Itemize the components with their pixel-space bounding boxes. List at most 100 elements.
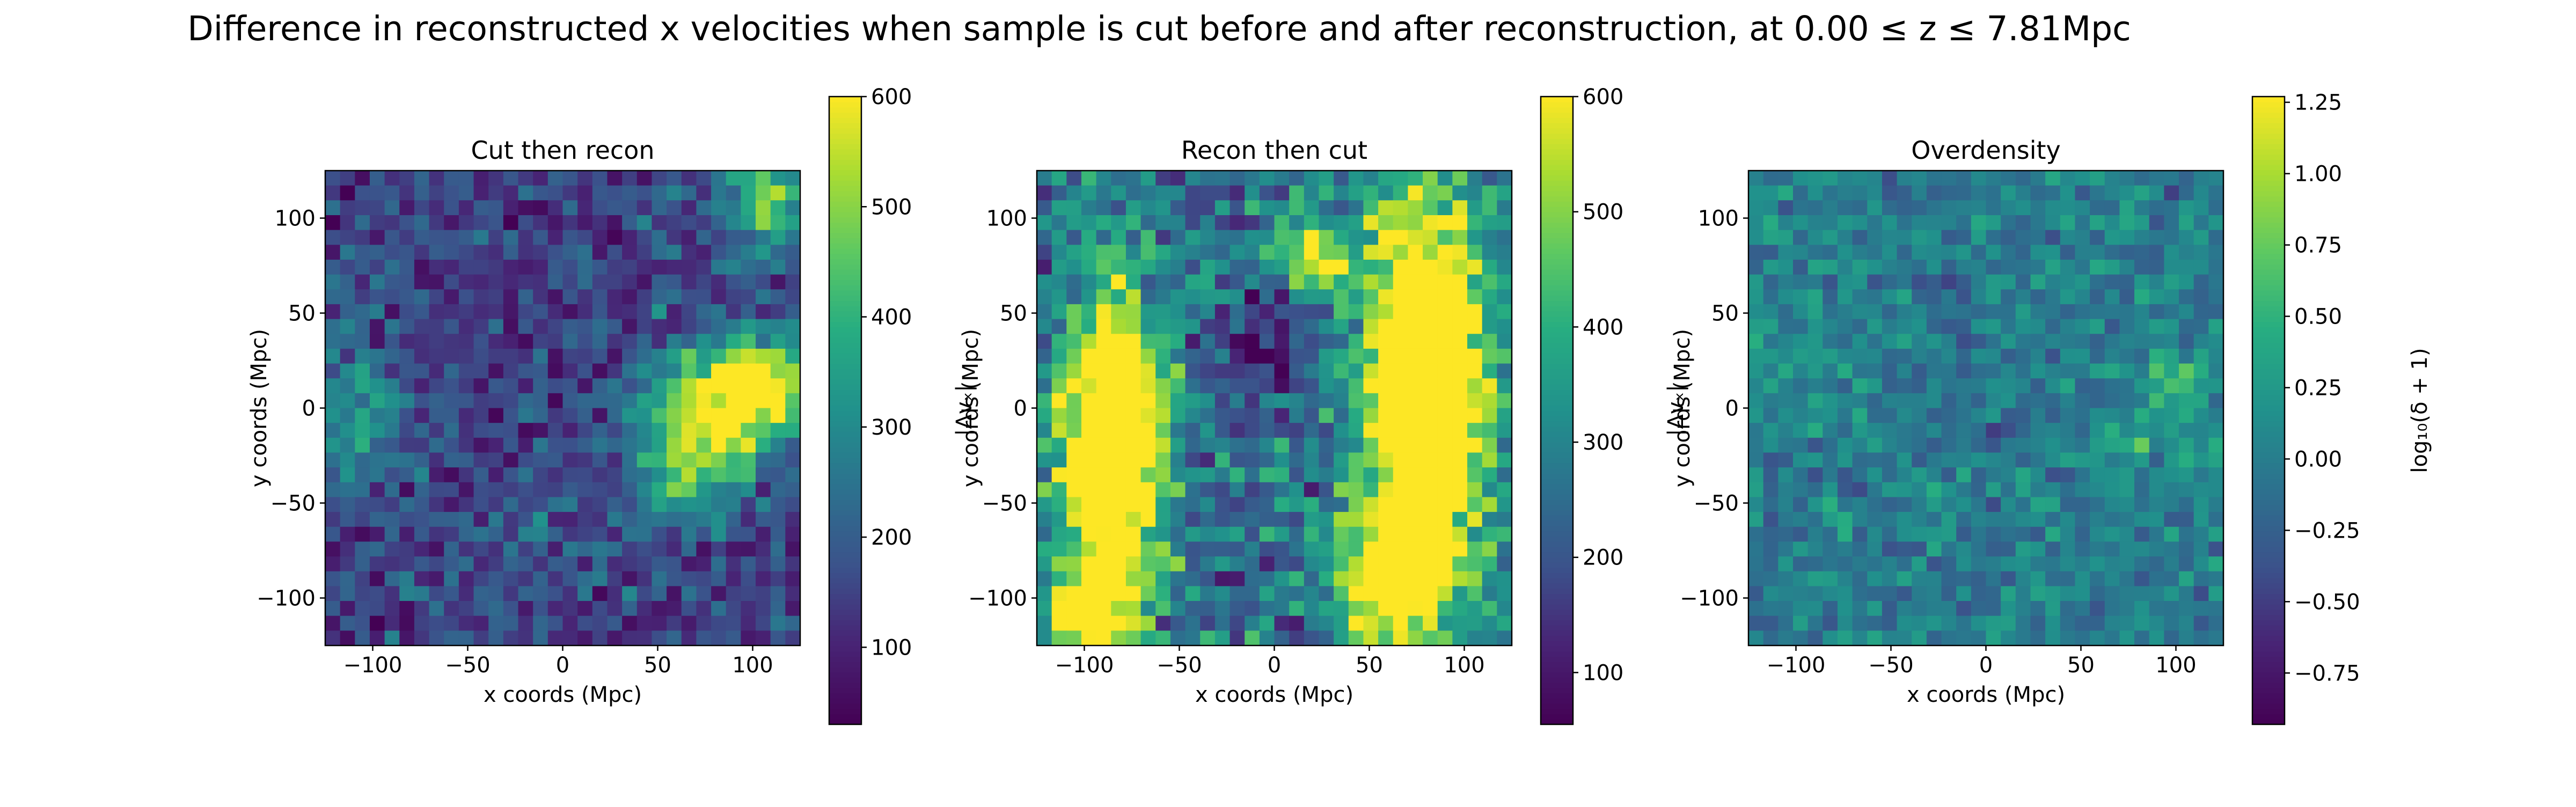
heatmap-cell bbox=[1125, 497, 1141, 512]
heatmap-cell bbox=[667, 437, 682, 453]
heatmap-cell bbox=[2090, 185, 2105, 201]
heatmap-cell bbox=[1378, 304, 1394, 320]
heatmap-cell bbox=[2090, 437, 2105, 453]
heatmap-cell bbox=[1792, 259, 1809, 275]
heatmap-cell bbox=[1274, 274, 1290, 290]
heatmap-cell bbox=[2104, 200, 2120, 216]
heatmap-cell bbox=[756, 452, 771, 468]
heatmap-cell bbox=[1778, 245, 1794, 260]
colorbar-segment bbox=[1541, 384, 1573, 390]
x-tick-label: −50 bbox=[445, 653, 490, 678]
heatmap-cell bbox=[429, 245, 444, 260]
heatmap-cell bbox=[1807, 615, 1823, 631]
heatmap-cell bbox=[2075, 601, 2090, 617]
colorbar-segment bbox=[1541, 248, 1573, 254]
heatmap-cell bbox=[325, 526, 341, 542]
heatmap-cell bbox=[607, 526, 623, 542]
heatmap-cell bbox=[1185, 393, 1201, 409]
heatmap-cell bbox=[369, 482, 385, 498]
heatmap-cell bbox=[458, 185, 474, 201]
heatmap-cell bbox=[1423, 615, 1438, 631]
heatmap-cell bbox=[473, 437, 489, 453]
heatmap-cell bbox=[1125, 437, 1141, 453]
heatmap-cell bbox=[2164, 408, 2179, 423]
heatmap-cell bbox=[1452, 408, 1468, 423]
heatmap-cell bbox=[1066, 526, 1082, 542]
heatmap-cell bbox=[2149, 289, 2164, 305]
heatmap-cell bbox=[1140, 526, 1156, 542]
heatmap-cell bbox=[622, 408, 638, 423]
heatmap-cell bbox=[1348, 259, 1364, 275]
heatmap-cell bbox=[1155, 230, 1171, 245]
heatmap-cell bbox=[2001, 348, 2016, 364]
heatmap-cell bbox=[1230, 497, 1245, 512]
heatmap-cell bbox=[1334, 423, 1349, 438]
heatmap-cell bbox=[533, 630, 548, 646]
heatmap-cell bbox=[414, 348, 430, 364]
heatmap-cell bbox=[785, 512, 801, 527]
heatmap-cell bbox=[681, 319, 697, 334]
heatmap-cell bbox=[1408, 171, 1423, 186]
heatmap-cell bbox=[2075, 200, 2090, 216]
heatmap-cell bbox=[711, 200, 727, 216]
colorbar-tick-label: −0.25 bbox=[2294, 518, 2360, 543]
heatmap-cell bbox=[1792, 274, 1809, 290]
colorbar-segment bbox=[829, 447, 861, 453]
heatmap-cell bbox=[1230, 245, 1245, 260]
heatmap-cell bbox=[1897, 378, 1912, 394]
heatmap-cell bbox=[384, 452, 400, 468]
heatmap-cell bbox=[1882, 408, 1898, 423]
heatmap-cell bbox=[1437, 556, 1453, 572]
heatmap-cell bbox=[1763, 259, 1779, 275]
heatmap-cell bbox=[414, 437, 430, 453]
heatmap-cell bbox=[444, 319, 459, 334]
heatmap-cell bbox=[607, 363, 623, 379]
colorbar-segment bbox=[1541, 196, 1573, 202]
colorbar-segment bbox=[1541, 243, 1573, 249]
heatmap-cell bbox=[488, 348, 504, 364]
heatmap-cell bbox=[1408, 393, 1423, 409]
colorbar-segment bbox=[2252, 557, 2285, 563]
heatmap-cell bbox=[711, 378, 727, 394]
heatmap-cell bbox=[1230, 512, 1245, 527]
heatmap-cell bbox=[1778, 482, 1794, 498]
heatmap-cell bbox=[2060, 274, 2076, 290]
heatmap-cell bbox=[2164, 230, 2179, 245]
heatmap-cell bbox=[785, 526, 801, 542]
heatmap-cell bbox=[1289, 274, 1305, 290]
colorbar-segment bbox=[2252, 211, 2285, 218]
heatmap-cell bbox=[2060, 556, 2076, 572]
heatmap-cell bbox=[1334, 541, 1349, 557]
heatmap-cell bbox=[2015, 230, 2031, 245]
heatmap-cell bbox=[2119, 319, 2135, 334]
heatmap-cell bbox=[2104, 437, 2120, 453]
heatmap-cell bbox=[622, 393, 638, 409]
heatmap-cell bbox=[726, 512, 741, 527]
heatmap-cell bbox=[1155, 541, 1171, 557]
heatmap-cell bbox=[1482, 348, 1497, 364]
heatmap-cell bbox=[2208, 526, 2224, 542]
colorbar-segment bbox=[2252, 353, 2285, 359]
heatmap-cell bbox=[1096, 171, 1111, 186]
heatmap-cell bbox=[2164, 482, 2179, 498]
heatmap-cell bbox=[711, 556, 727, 572]
heatmap-cell bbox=[1334, 230, 1349, 245]
heatmap-cell bbox=[562, 512, 578, 527]
heatmap-cell bbox=[1274, 601, 1290, 617]
colorbar-segment bbox=[1541, 515, 1573, 521]
heatmap-cell bbox=[2075, 230, 2090, 245]
heatmap-cell bbox=[681, 378, 697, 394]
colorbar-segment bbox=[1541, 447, 1573, 453]
heatmap-cell bbox=[1452, 586, 1468, 601]
heatmap-cell bbox=[1423, 541, 1438, 557]
heatmap-cell bbox=[1319, 245, 1334, 260]
heatmap-cell bbox=[2090, 630, 2105, 646]
heatmap-cell bbox=[681, 437, 697, 453]
heatmap-cell bbox=[1482, 185, 1497, 201]
heatmap-cell bbox=[1319, 185, 1334, 201]
heatmap-cell bbox=[1882, 171, 1898, 186]
colorbar-segment bbox=[1541, 452, 1573, 458]
heatmap-cell bbox=[2075, 185, 2090, 201]
heatmap-cell bbox=[1214, 512, 1231, 527]
